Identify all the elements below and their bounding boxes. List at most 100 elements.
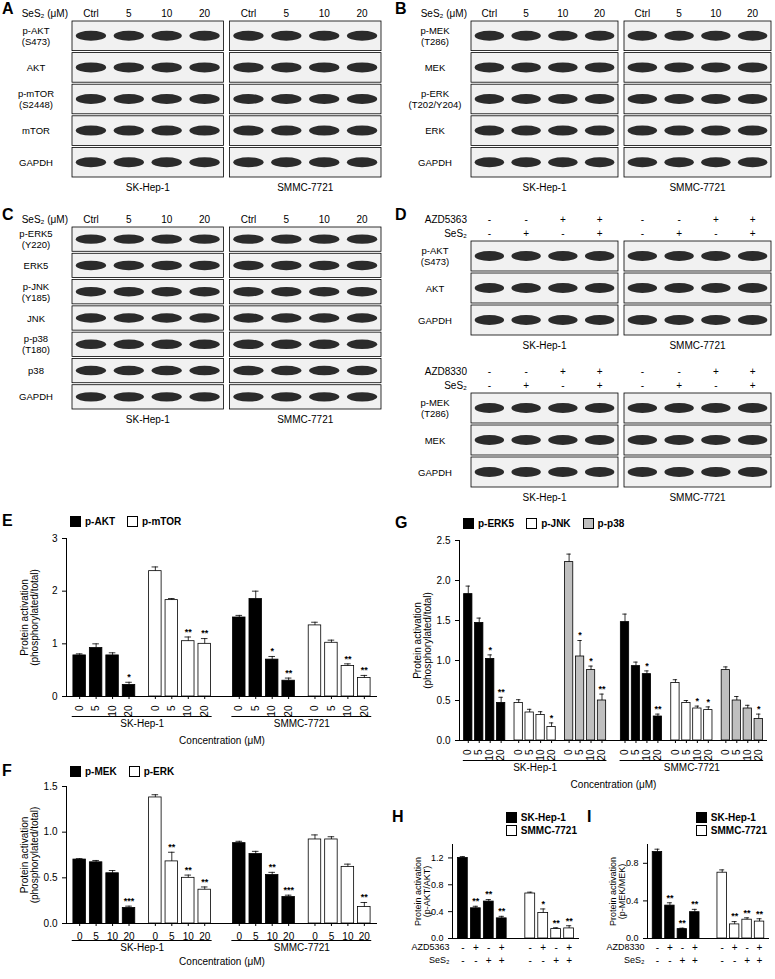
svg-text:-: - bbox=[668, 955, 671, 966]
svg-text:SK-Hep-1: SK-Hep-1 bbox=[120, 942, 164, 953]
svg-text:0: 0 bbox=[153, 931, 159, 942]
svg-text:**: ** bbox=[168, 842, 176, 852]
svg-text:-: - bbox=[641, 380, 644, 391]
svg-text:10: 10 bbox=[182, 705, 193, 717]
svg-text:***: *** bbox=[124, 896, 135, 906]
svg-text:SK-Hep-1: SK-Hep-1 bbox=[523, 492, 567, 503]
svg-text:+: + bbox=[744, 955, 750, 966]
svg-text:Ctrl: Ctrl bbox=[83, 8, 99, 19]
svg-text:SeS₂: SeS₂ bbox=[429, 955, 450, 965]
svg-text:0: 0 bbox=[563, 749, 574, 755]
svg-text:-: - bbox=[561, 228, 564, 239]
svg-text:10: 10 bbox=[161, 8, 173, 19]
svg-text:SMMC-7721: SMMC-7721 bbox=[669, 340, 726, 351]
svg-text:10: 10 bbox=[692, 749, 703, 761]
svg-text:*: * bbox=[589, 656, 593, 666]
svg-text:5: 5 bbox=[326, 705, 337, 711]
svg-text:5: 5 bbox=[250, 705, 261, 711]
svg-text:SK-Hep-1: SK-Hep-1 bbox=[523, 182, 567, 193]
svg-text:5: 5 bbox=[676, 8, 682, 19]
svg-text:p-mTOR: p-mTOR bbox=[18, 88, 54, 99]
svg-text:*: * bbox=[488, 645, 492, 655]
svg-text:-: - bbox=[714, 228, 717, 239]
svg-text:5: 5 bbox=[284, 214, 290, 225]
svg-text:+: + bbox=[486, 955, 492, 966]
svg-text:+: + bbox=[692, 942, 698, 953]
svg-text:+: + bbox=[750, 380, 756, 391]
svg-text:-: - bbox=[677, 366, 680, 377]
svg-text:-: - bbox=[488, 380, 491, 391]
svg-text:Ctrl: Ctrl bbox=[635, 8, 651, 19]
svg-text:20: 20 bbox=[703, 749, 714, 761]
svg-text:**: ** bbox=[691, 899, 699, 909]
svg-text:D: D bbox=[395, 206, 407, 223]
svg-text:Protein activation(phosphoryla: Protein activation(phosphorylated/total) bbox=[19, 807, 40, 904]
svg-text:-: - bbox=[524, 214, 527, 225]
svg-text:***: *** bbox=[283, 885, 294, 895]
svg-text:-: - bbox=[656, 942, 659, 953]
svg-text:**: ** bbox=[744, 908, 752, 918]
svg-text:SMMC-7721: SMMC-7721 bbox=[277, 182, 334, 193]
svg-text:0: 0 bbox=[233, 705, 244, 711]
svg-text:20: 20 bbox=[359, 705, 370, 717]
svg-text:5: 5 bbox=[473, 749, 484, 755]
svg-text:10: 10 bbox=[266, 705, 277, 717]
svg-text:-: - bbox=[721, 955, 724, 966]
svg-text:5: 5 bbox=[253, 931, 259, 942]
svg-text:20: 20 bbox=[199, 931, 211, 942]
svg-text:5: 5 bbox=[284, 8, 290, 19]
svg-text:**: ** bbox=[344, 654, 352, 664]
svg-text:10: 10 bbox=[342, 705, 353, 717]
svg-text:5: 5 bbox=[329, 931, 335, 942]
svg-text:+: + bbox=[597, 380, 603, 391]
svg-text:SeS₂ (μM): SeS₂ (μM) bbox=[421, 8, 467, 19]
svg-text:+: + bbox=[553, 955, 559, 966]
svg-text:-: - bbox=[529, 955, 532, 966]
svg-text:AZD8330: AZD8330 bbox=[606, 942, 644, 952]
svg-text:MEK: MEK bbox=[425, 435, 446, 446]
svg-text:10: 10 bbox=[585, 749, 596, 761]
svg-text:+: + bbox=[750, 366, 756, 377]
svg-text:(T286): (T286) bbox=[421, 36, 449, 47]
svg-text:5: 5 bbox=[523, 8, 529, 19]
svg-text:*: * bbox=[127, 672, 131, 682]
svg-text:-: - bbox=[561, 380, 564, 391]
svg-text:SeS₂: SeS₂ bbox=[624, 955, 645, 965]
svg-text:20: 20 bbox=[123, 705, 134, 717]
svg-text:Protein activation(p-MEK/MEK): Protein activation(p-MEK/MEK) bbox=[608, 857, 627, 926]
svg-text:5: 5 bbox=[630, 749, 641, 755]
svg-text:0: 0 bbox=[150, 705, 161, 711]
svg-text:**: ** bbox=[485, 889, 493, 899]
svg-text:0: 0 bbox=[720, 749, 731, 755]
svg-text:+: + bbox=[732, 942, 738, 953]
svg-text:+: + bbox=[523, 380, 529, 391]
svg-text:+: + bbox=[750, 214, 756, 225]
svg-text:-: - bbox=[474, 955, 477, 966]
svg-text:20: 20 bbox=[596, 749, 607, 761]
svg-text:SMMC-7721: SMMC-7721 bbox=[664, 762, 721, 773]
svg-text:p-ERK5: p-ERK5 bbox=[19, 228, 52, 239]
svg-text:**: ** bbox=[361, 665, 369, 675]
svg-text:20: 20 bbox=[283, 705, 294, 717]
svg-text:**: ** bbox=[553, 918, 561, 928]
svg-text:5: 5 bbox=[574, 749, 585, 755]
svg-text:p-MEK: p-MEK bbox=[420, 397, 450, 408]
svg-text:+: + bbox=[523, 228, 529, 239]
svg-text:Protein activation(phosphoryla: Protein activation(phosphorylated/total) bbox=[19, 569, 40, 666]
svg-text:-: - bbox=[714, 380, 717, 391]
svg-text:5: 5 bbox=[681, 749, 692, 755]
svg-text:10: 10 bbox=[641, 749, 652, 761]
svg-text:AZD5363: AZD5363 bbox=[411, 942, 449, 952]
svg-text:0.8: 0.8 bbox=[431, 880, 444, 890]
svg-text:*: * bbox=[550, 713, 554, 723]
svg-text:-: - bbox=[529, 942, 532, 953]
svg-text:0: 0 bbox=[670, 749, 681, 755]
svg-text:+: + bbox=[473, 942, 479, 953]
svg-text:5: 5 bbox=[524, 749, 535, 755]
svg-text:20: 20 bbox=[199, 214, 211, 225]
svg-text:**: ** bbox=[185, 865, 193, 875]
svg-text:**: ** bbox=[654, 704, 662, 714]
svg-text:10: 10 bbox=[557, 8, 569, 19]
svg-text:5: 5 bbox=[93, 931, 99, 942]
svg-text:+: + bbox=[560, 214, 566, 225]
